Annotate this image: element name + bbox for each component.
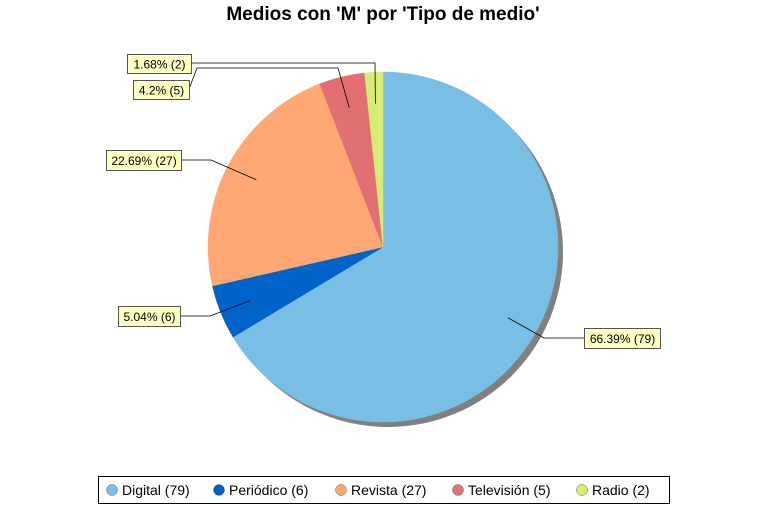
label-connector — [191, 62, 376, 104]
label-text: 66.39% (79) — [590, 332, 655, 346]
legend-item-3: Revista (27) — [335, 482, 426, 498]
legend-item-1: Digital (79) — [106, 482, 190, 498]
legend-swatch — [452, 484, 464, 496]
label-connector — [507, 317, 584, 339]
label-connector — [180, 300, 251, 317]
legend-swatch — [576, 484, 588, 496]
label-text: 22.69% (27) — [111, 154, 176, 168]
data-label-4: 4.2% (5) — [133, 67, 350, 108]
legend-swatch — [335, 484, 347, 496]
chart-title: Medios con 'M' por 'Tipo de medio' — [226, 4, 540, 25]
legend-swatch — [213, 484, 225, 496]
label-text: 4.2% (5) — [139, 84, 184, 98]
legend-label: Digital (79) — [122, 482, 190, 498]
legend-label: Televisión (5) — [468, 482, 550, 498]
legend-label: Periódico (6) — [229, 482, 308, 498]
legend-label: Revista (27) — [351, 482, 426, 498]
pie-slice-radio — [364, 71, 384, 248]
legend-item-5: Radio (2) — [576, 482, 650, 498]
label-box — [127, 54, 192, 74]
legend-frame — [98, 476, 670, 504]
label-text: 1.68% (2) — [133, 58, 185, 72]
label-box — [118, 306, 181, 327]
label-box — [106, 150, 182, 171]
legend: Digital (79) Periódico (6) Revista (27) Tel… — [98, 476, 670, 504]
data-label-3: 22.69% (27) — [106, 150, 257, 181]
label-box — [584, 328, 661, 349]
data-label-1: 66.39% (79) — [507, 317, 661, 349]
legend-swatch — [106, 484, 118, 496]
label-connector — [188, 67, 350, 108]
label-text: 5.04% (6) — [123, 310, 175, 324]
data-label-2: 5.04% (6) — [118, 300, 251, 327]
legend-item-4: Televisión (5) — [452, 482, 550, 498]
label-connector — [181, 159, 257, 181]
legend-label: Radio (2) — [592, 482, 650, 498]
legend-item-2: Periódico (6) — [213, 482, 308, 498]
label-box — [133, 80, 190, 100]
data-label-5: 1.68% (2) — [127, 54, 376, 104]
